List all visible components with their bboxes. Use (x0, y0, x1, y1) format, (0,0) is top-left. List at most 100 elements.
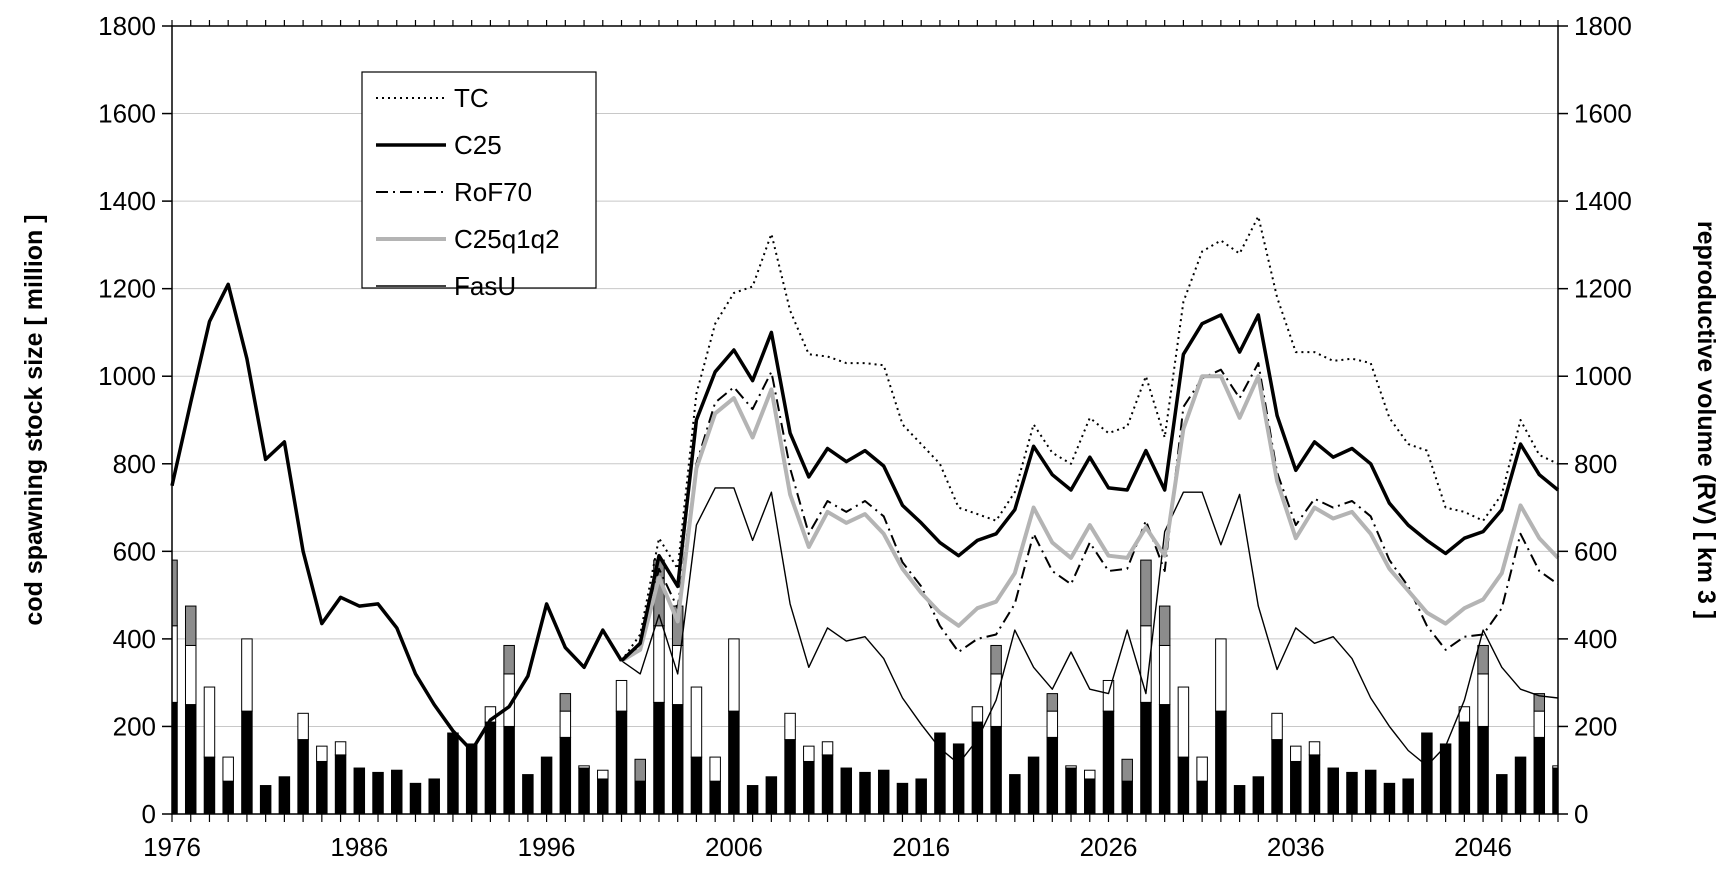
bar-black (391, 769, 403, 815)
bar-gray (503, 644, 515, 675)
bar-black (259, 785, 272, 815)
bar-black (915, 778, 927, 815)
bar-black (1233, 785, 1246, 815)
bar-white (1177, 686, 1190, 758)
bar-white (1065, 765, 1077, 769)
bar-gray (171, 559, 178, 627)
series-lines (170, 215, 1560, 767)
bar-black (465, 743, 478, 815)
bar-white (1308, 741, 1321, 756)
bar-black (1308, 754, 1321, 815)
bar-white (653, 625, 665, 703)
bar-white (316, 745, 328, 762)
x-tick-label: 1996 (518, 832, 576, 862)
y-tick-label: 1600 (98, 99, 156, 129)
bar-black (1065, 767, 1077, 815)
bar-black (765, 776, 778, 815)
y-tick-label: 1800 (98, 11, 156, 41)
bar-white (203, 686, 216, 758)
bar-black (1514, 756, 1527, 815)
bar-black (784, 739, 796, 815)
y2-tick-label: 1400 (1574, 186, 1632, 216)
y2-tick-label: 0 (1574, 799, 1588, 829)
y-axis-tick-labels: 0 200 400 600 800 1000 1200 1400 1600 1800 (98, 11, 156, 829)
legend: TC C25 RoF70 C25q1q2 FasU (361, 71, 597, 301)
bar-black (1009, 774, 1021, 815)
bar-black (1383, 782, 1396, 815)
bar-white (578, 765, 590, 769)
bar-black (1402, 778, 1414, 815)
bar-black (1140, 701, 1152, 815)
x-axis-ticks (171, 20, 1559, 822)
bar-black (428, 778, 440, 815)
bar-white (334, 741, 347, 756)
bar-white (1084, 769, 1096, 780)
y-tick-label: 1200 (98, 274, 156, 304)
bar-white (241, 638, 253, 712)
bar-black (522, 774, 534, 815)
bar-black (1421, 732, 1433, 815)
bar-white (728, 638, 740, 712)
bar-white (803, 745, 815, 762)
bar-black (222, 780, 234, 815)
bar-gray (1533, 693, 1546, 712)
bar-black (803, 760, 815, 815)
bar-white (784, 712, 796, 741)
bar-gray (1158, 605, 1171, 646)
bar-gray (1121, 758, 1133, 782)
bar-black (840, 767, 853, 815)
bar-black (1533, 736, 1546, 815)
bar-black (1215, 710, 1227, 815)
x-tick-label: 2016 (892, 832, 950, 862)
bar-white (821, 741, 834, 756)
bar-white (709, 756, 721, 782)
bar-black (171, 701, 178, 815)
x-tick-label: 2036 (1267, 832, 1325, 862)
bar-black (297, 739, 309, 815)
bar-white (1533, 710, 1546, 738)
y-tick-label: 1400 (98, 186, 156, 216)
bar-white (1477, 673, 1489, 727)
bar-black (971, 721, 984, 815)
series-line-c25q1q2 (620, 374, 1560, 663)
y-axis-title: cod spawning stock size [ million ] (20, 214, 48, 625)
bar-black (1158, 704, 1171, 815)
x-axis-tick-labels: 1976 1986 1996 2006 2016 2026 2036 2046 (143, 832, 1512, 862)
x-tick-label: 2046 (1454, 832, 1512, 862)
bar-gray (1140, 559, 1152, 627)
y2-tick-label: 600 (1574, 536, 1617, 566)
x-tick-label: 2026 (1080, 832, 1138, 862)
x-tick-label: 1986 (330, 832, 388, 862)
y2-tick-label: 400 (1574, 624, 1617, 654)
bar-black (746, 785, 759, 815)
bar-black (559, 736, 572, 815)
bar-black (859, 771, 871, 815)
y-tick-label: 800 (113, 449, 156, 479)
bar-white (1290, 745, 1302, 762)
series-line-tc (620, 215, 1559, 662)
y2-tick-label: 1200 (1574, 274, 1632, 304)
bar-black (278, 776, 291, 815)
bar-black (1027, 756, 1040, 815)
bar-gray (184, 605, 197, 646)
bar-black (1439, 743, 1452, 815)
series-line-fasu (621, 487, 1559, 767)
bar-black (1177, 756, 1190, 815)
bar-black (728, 710, 740, 815)
bar-black (353, 767, 366, 815)
bars (171, 559, 1559, 815)
bar-black (409, 782, 422, 815)
bar-gray (1046, 693, 1059, 712)
bar-white (1552, 765, 1559, 769)
bar-black (1327, 767, 1339, 815)
bar-gray (1477, 644, 1489, 675)
bar-black (615, 710, 628, 815)
bar-black (1252, 776, 1265, 815)
bar-black (653, 701, 665, 815)
bar-white (1158, 644, 1171, 706)
bar-white (1196, 756, 1208, 782)
bar-white (171, 625, 178, 703)
bar-black (1458, 721, 1471, 815)
bar-black (952, 743, 965, 815)
legend-label-tc: TC (454, 83, 489, 113)
